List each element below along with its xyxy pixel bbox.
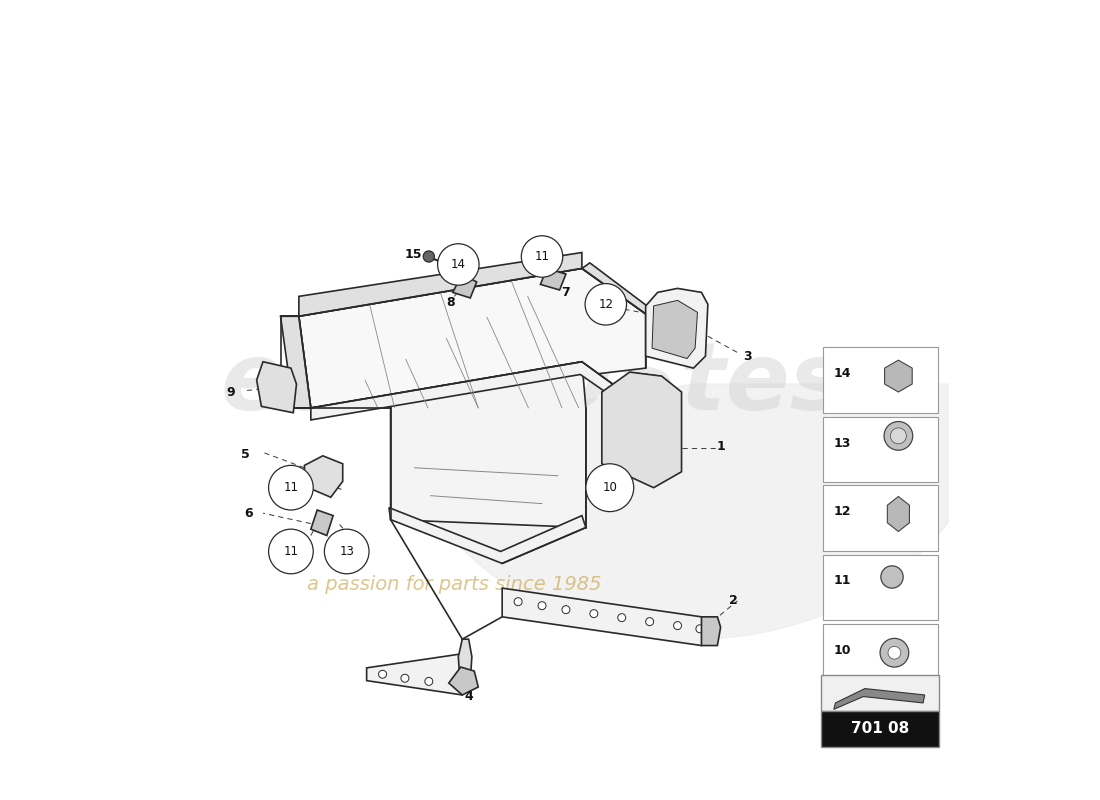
Text: 4: 4 <box>464 690 473 703</box>
Polygon shape <box>280 316 311 408</box>
Polygon shape <box>453 274 476 298</box>
Text: 14: 14 <box>834 367 851 380</box>
Text: 2: 2 <box>729 594 738 607</box>
Polygon shape <box>888 497 910 531</box>
Polygon shape <box>311 510 333 535</box>
Text: 14: 14 <box>451 258 465 271</box>
Circle shape <box>884 422 913 450</box>
Polygon shape <box>602 372 682 488</box>
Polygon shape <box>652 300 697 358</box>
Text: 10: 10 <box>834 644 851 657</box>
Circle shape <box>438 244 478 285</box>
Circle shape <box>673 622 682 630</box>
Polygon shape <box>834 689 925 710</box>
Text: 7: 7 <box>562 286 570 299</box>
FancyBboxPatch shape <box>823 347 938 413</box>
Text: 701 08: 701 08 <box>851 722 910 736</box>
Text: 6: 6 <box>244 506 253 520</box>
Circle shape <box>268 529 313 574</box>
Circle shape <box>590 610 597 618</box>
Text: 13: 13 <box>834 437 851 450</box>
Text: 12: 12 <box>834 505 851 518</box>
Circle shape <box>425 678 432 686</box>
FancyBboxPatch shape <box>821 711 939 746</box>
FancyBboxPatch shape <box>823 417 938 482</box>
Text: euroPOStes: euroPOStes <box>221 338 847 430</box>
Polygon shape <box>311 362 586 527</box>
Text: 3: 3 <box>744 350 752 362</box>
Circle shape <box>268 466 313 510</box>
Text: 12: 12 <box>598 298 614 311</box>
Polygon shape <box>884 360 912 392</box>
FancyBboxPatch shape <box>823 486 938 550</box>
Polygon shape <box>702 617 721 646</box>
Circle shape <box>618 614 626 622</box>
Polygon shape <box>503 588 710 646</box>
Text: 9: 9 <box>227 386 235 398</box>
Text: 5: 5 <box>241 448 250 461</box>
Polygon shape <box>299 269 646 408</box>
Circle shape <box>324 529 369 574</box>
Circle shape <box>888 646 901 659</box>
Polygon shape <box>459 639 472 681</box>
Polygon shape <box>305 456 343 498</box>
Polygon shape <box>395 384 997 639</box>
Text: a passion for parts since 1985: a passion for parts since 1985 <box>307 575 602 594</box>
Polygon shape <box>311 362 646 420</box>
Circle shape <box>880 638 909 667</box>
Polygon shape <box>449 667 478 695</box>
Polygon shape <box>646 288 708 368</box>
Circle shape <box>424 251 434 262</box>
Polygon shape <box>389 508 586 563</box>
Text: 15: 15 <box>404 248 421 261</box>
Polygon shape <box>299 253 582 316</box>
Text: 1: 1 <box>717 440 726 453</box>
Text: 11: 11 <box>284 481 298 494</box>
Text: 11: 11 <box>834 574 851 587</box>
Circle shape <box>585 284 627 325</box>
Circle shape <box>890 428 906 444</box>
Text: 11: 11 <box>535 250 550 263</box>
Text: 13: 13 <box>339 545 354 558</box>
Circle shape <box>400 674 409 682</box>
FancyBboxPatch shape <box>823 624 938 690</box>
Text: 11: 11 <box>284 545 298 558</box>
FancyBboxPatch shape <box>823 554 938 620</box>
Circle shape <box>378 670 386 678</box>
Polygon shape <box>582 263 658 314</box>
Text: 10: 10 <box>603 481 617 494</box>
Polygon shape <box>256 362 297 413</box>
Circle shape <box>521 236 563 278</box>
Circle shape <box>881 566 903 588</box>
Circle shape <box>586 464 634 512</box>
Circle shape <box>696 625 704 633</box>
Circle shape <box>562 606 570 614</box>
Polygon shape <box>540 269 565 290</box>
Circle shape <box>538 602 546 610</box>
FancyBboxPatch shape <box>821 675 939 711</box>
Text: 8: 8 <box>446 296 454 310</box>
Circle shape <box>646 618 653 626</box>
Polygon shape <box>366 654 466 695</box>
Circle shape <box>514 598 522 606</box>
